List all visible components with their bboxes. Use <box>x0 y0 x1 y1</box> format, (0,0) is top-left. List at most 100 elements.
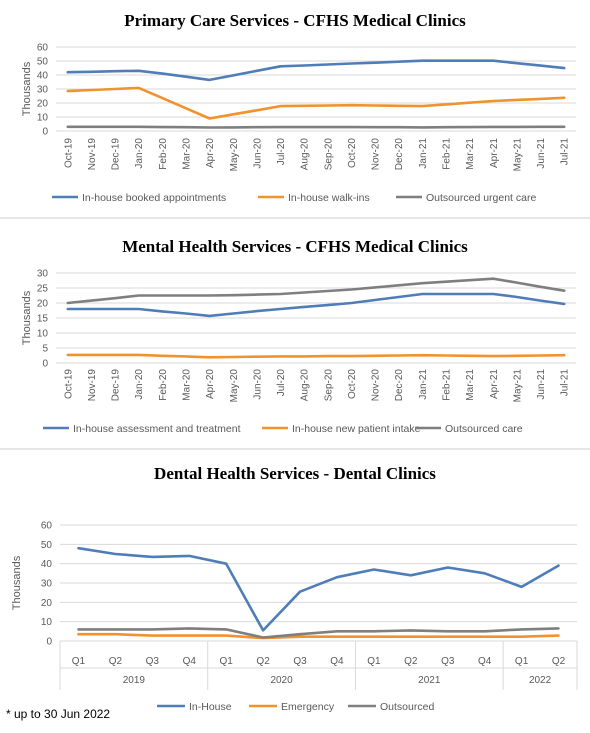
chart1-legend-label-1: In-house booked appointments <box>82 192 226 204</box>
chart2-title: Mental Health Services - CFHS Medical Cl… <box>122 237 468 256</box>
chart2-legend-label-1: In-house assessment and treatment <box>73 423 241 435</box>
chart1-x-tick-label: Jul-20 <box>276 138 287 166</box>
chart1-x-tick-label: Feb-21 <box>442 138 453 170</box>
chart2-x-tick-label: Dec-19 <box>111 369 122 402</box>
chart3-group-label: 2022 <box>529 675 552 686</box>
chart1-x-tick-label: Jul-21 <box>560 138 571 166</box>
chart2-legend-label-2: In-house new patient intake <box>292 423 421 435</box>
chart1-x-tick-label: May-20 <box>229 138 240 172</box>
chart1-y-tick-label: 0 <box>42 127 48 138</box>
footnote: * up to 30 Jun 2022 <box>6 707 111 721</box>
chart2-x-tick-label: May-20 <box>229 369 240 403</box>
chart1-x-tick-label: Aug-20 <box>300 138 311 171</box>
chart2-x-tick-label: Jan-21 <box>418 369 429 400</box>
chart2-x-tick-label: Mar-21 <box>465 369 476 401</box>
chart3-y-tick-label: 40 <box>41 559 53 570</box>
chart1-x-tick-label: Jun-21 <box>536 138 547 169</box>
chart2-x-tick-label: Jan-20 <box>134 369 145 400</box>
chart2-y-tick-label: 30 <box>37 269 49 280</box>
chart1-y-tick-label: 60 <box>37 43 49 54</box>
chart2-y-tick-label: 25 <box>37 284 49 295</box>
chart1-x-tick-label: Oct-19 <box>63 138 74 168</box>
chart2-x-tick-label: Mar-20 <box>182 369 193 401</box>
chart1-x-tick-label: May-21 <box>512 138 523 172</box>
chart1-x-tick-label: Apr-21 <box>489 138 500 168</box>
chart3-x-tick-label: Q3 <box>146 656 160 667</box>
chart1-x-tick-label: Jan-21 <box>418 138 429 169</box>
chart2-y-tick-label: 15 <box>37 314 49 325</box>
chart3-series-line-2 <box>77 632 560 640</box>
chart3-x-tick-label: Q1 <box>515 656 529 667</box>
chart2-x-tick-label: Nov-20 <box>371 369 382 402</box>
chart3-y-axis-label: Thousands <box>11 555 23 610</box>
chart3-y-tick-label: 0 <box>46 637 52 648</box>
chart3-x-tick-label: Q4 <box>478 656 492 667</box>
chart3-x-tick-label: Q3 <box>293 656 307 667</box>
chart1-series-line-2 <box>66 86 566 120</box>
chart1-title: Primary Care Services - CFHS Medical Cli… <box>124 11 466 30</box>
chart1-x-tick-label: Nov-19 <box>87 138 98 171</box>
chart3-y-tick-label: 60 <box>41 521 53 532</box>
chart2-x-tick-label: Jul-21 <box>560 369 571 397</box>
chart1-y-axis-label: Thousands <box>21 61 33 116</box>
chart2-x-tick-label: Oct-20 <box>347 369 358 399</box>
chart1-x-tick-label: Nov-20 <box>371 138 382 171</box>
chart2-series-line-3 <box>66 277 566 305</box>
chart1-y-tick-label: 10 <box>37 113 49 124</box>
chart3-x-tick-label: Q2 <box>109 656 123 667</box>
chart2-legend-label-3: Outsourced care <box>445 423 523 435</box>
chart1-x-tick-label: Oct-20 <box>347 138 358 168</box>
chart3-x-tick-label: Q4 <box>183 656 197 667</box>
chart1-x-tick-label: Mar-21 <box>465 138 476 170</box>
chart2-x-tick-label: May-21 <box>512 369 523 403</box>
chart2-series-line-1 <box>66 292 566 318</box>
chart3-x-tick-label: Q1 <box>220 656 234 667</box>
chart2-x-tick-label: Feb-21 <box>442 369 453 401</box>
chart3-x-tick-label: Q2 <box>256 656 270 667</box>
chart2-x-tick-label: Jun-21 <box>536 369 547 400</box>
chart3-y-tick-label: 10 <box>41 617 53 628</box>
chart2-x-tick-label: Jul-20 <box>276 369 287 397</box>
chart2-y-axis-label: Thousands <box>21 290 33 345</box>
chart1-x-tick-label: Feb-20 <box>158 138 169 170</box>
chart3-x-tick-label: Q2 <box>552 656 566 667</box>
chart3-x-tick-label: Q3 <box>441 656 455 667</box>
chart1-y-tick-label: 40 <box>37 71 49 82</box>
chart3-legend-label-1: In-House <box>189 701 232 713</box>
chart2-y-tick-label: 5 <box>42 344 48 355</box>
chart3-title: Dental Health Services - Dental Clinics <box>154 464 436 483</box>
chart1-legend-label-3: Outsourced urgent care <box>426 192 536 204</box>
chart3-series-line-3 <box>77 627 560 639</box>
chart3-x-tick-label: Q1 <box>72 656 86 667</box>
chart1-x-tick-label: Apr-20 <box>205 138 216 168</box>
chart3-y-tick-label: 20 <box>41 598 53 609</box>
chart3-legend-label-2: Emergency <box>281 701 335 713</box>
chart3-group-label: 2019 <box>123 675 146 686</box>
chart3-legend-label-3: Outsourced <box>380 701 434 713</box>
chart2-x-tick-label: Sep-20 <box>323 369 334 402</box>
chart3-y-tick-label: 30 <box>41 579 53 590</box>
chart2-x-tick-label: Oct-19 <box>63 369 74 399</box>
chart1-x-tick-label: Jun-20 <box>252 138 263 169</box>
chart1-legend-label-2: In-house walk-ins <box>288 192 370 204</box>
chart3-x-tick-label: Q4 <box>330 656 344 667</box>
chart2-x-tick-label: Nov-19 <box>87 369 98 402</box>
chart3-group-label: 2020 <box>270 675 293 686</box>
chart1-x-tick-label: Jan-20 <box>134 138 145 169</box>
chart3-y-tick-label: 50 <box>41 540 53 551</box>
chart2-y-tick-label: 0 <box>42 359 48 370</box>
chart1-y-tick-label: 50 <box>37 57 49 68</box>
chart3-x-tick-label: Q2 <box>404 656 418 667</box>
chart1-x-tick-label: Sep-20 <box>323 138 334 171</box>
chart2-y-tick-label: 20 <box>37 299 49 310</box>
chart2-series-line-2 <box>66 353 566 359</box>
chart3-group-label: 2021 <box>418 675 441 686</box>
chart1-x-tick-label: Mar-20 <box>182 138 193 170</box>
chart3-x-tick-label: Q1 <box>367 656 381 667</box>
chart2-x-tick-label: Jun-20 <box>252 369 263 400</box>
chart2-x-tick-label: Apr-20 <box>205 369 216 399</box>
chart2-x-tick-label: Apr-21 <box>489 369 500 399</box>
chart2-x-tick-label: Aug-20 <box>300 369 311 402</box>
chart2-x-tick-label: Dec-20 <box>394 369 405 402</box>
